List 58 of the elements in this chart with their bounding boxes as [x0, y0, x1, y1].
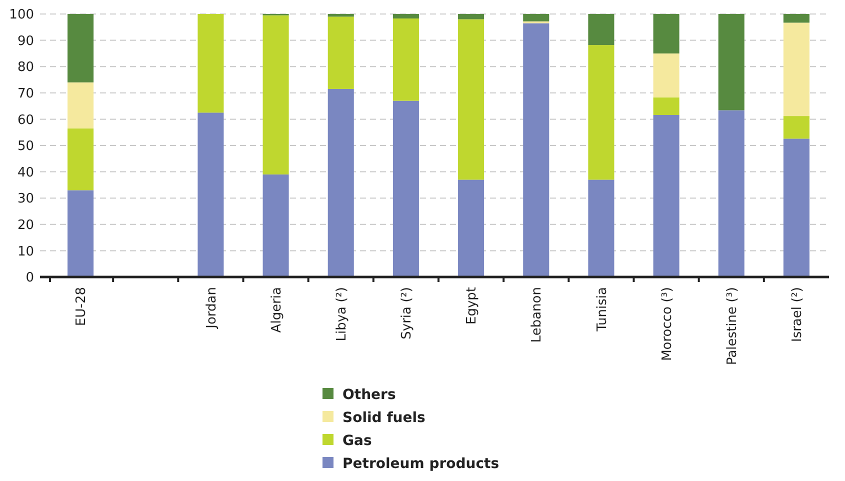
- bar: [328, 88, 354, 277]
- x-tick-label: Tunisia: [594, 287, 610, 332]
- x-tick-label: Jordan: [204, 287, 220, 330]
- y-tick-label: 90: [17, 34, 34, 49]
- x-tick-label: Lebanon: [530, 287, 545, 343]
- bar: [783, 116, 810, 139]
- y-tick-label: 20: [17, 218, 34, 233]
- bar: [68, 14, 94, 82]
- bar: [198, 112, 224, 277]
- legend-label: Gas: [342, 432, 372, 449]
- bar: [783, 14, 810, 23]
- bar: [68, 190, 94, 277]
- y-tick-label: 40: [17, 165, 34, 180]
- bar: [458, 180, 484, 277]
- y-tick-label: 80: [17, 60, 34, 76]
- bar: [458, 19, 484, 180]
- bar: [653, 114, 680, 277]
- bar: [392, 14, 419, 18]
- bar: [328, 14, 354, 17]
- bar: [783, 22, 810, 116]
- bar: [68, 82, 94, 128]
- legend-label: Petroleum products: [342, 456, 500, 472]
- x-tick-label: EU-28: [74, 287, 90, 326]
- bar: [718, 110, 744, 277]
- y-tick-label: 10: [17, 244, 34, 260]
- y-tick-label: 100: [9, 8, 34, 23]
- bar: [68, 128, 94, 190]
- x-tick-label: Syria (²): [400, 287, 415, 340]
- bar: [653, 53, 680, 98]
- y-tick-label: 30: [17, 192, 34, 207]
- bar: [718, 14, 744, 110]
- bar: [783, 138, 810, 277]
- y-tick-label: 70: [17, 86, 34, 102]
- bar: [588, 14, 614, 46]
- x-tick-label: Libya (²): [334, 287, 350, 342]
- bar: [328, 16, 354, 89]
- bar: [523, 23, 550, 277]
- x-tick-label: Egypt: [464, 287, 480, 325]
- bar: [458, 14, 484, 20]
- bar: [392, 18, 419, 101]
- bar: [523, 14, 550, 22]
- bar: [198, 14, 224, 113]
- x-tick-label: Israel (²): [790, 287, 806, 342]
- y-tick-label: 0: [26, 270, 34, 286]
- bar: [588, 180, 614, 277]
- legend-label: Solid fuels: [342, 410, 426, 426]
- bar: [392, 100, 419, 277]
- bar: [653, 14, 680, 54]
- bar: [588, 45, 614, 180]
- bar: [262, 15, 289, 174]
- y-tick-label: 60: [17, 112, 34, 128]
- x-tick-label: Algeria: [269, 287, 284, 333]
- bar: [262, 174, 289, 277]
- bar: [653, 97, 680, 115]
- y-tick-label: 50: [17, 139, 34, 154]
- x-tick-label: Palestine (³): [724, 287, 740, 366]
- x-tick-label: Morocco (³): [660, 287, 675, 361]
- legend-label: Others: [342, 386, 396, 403]
